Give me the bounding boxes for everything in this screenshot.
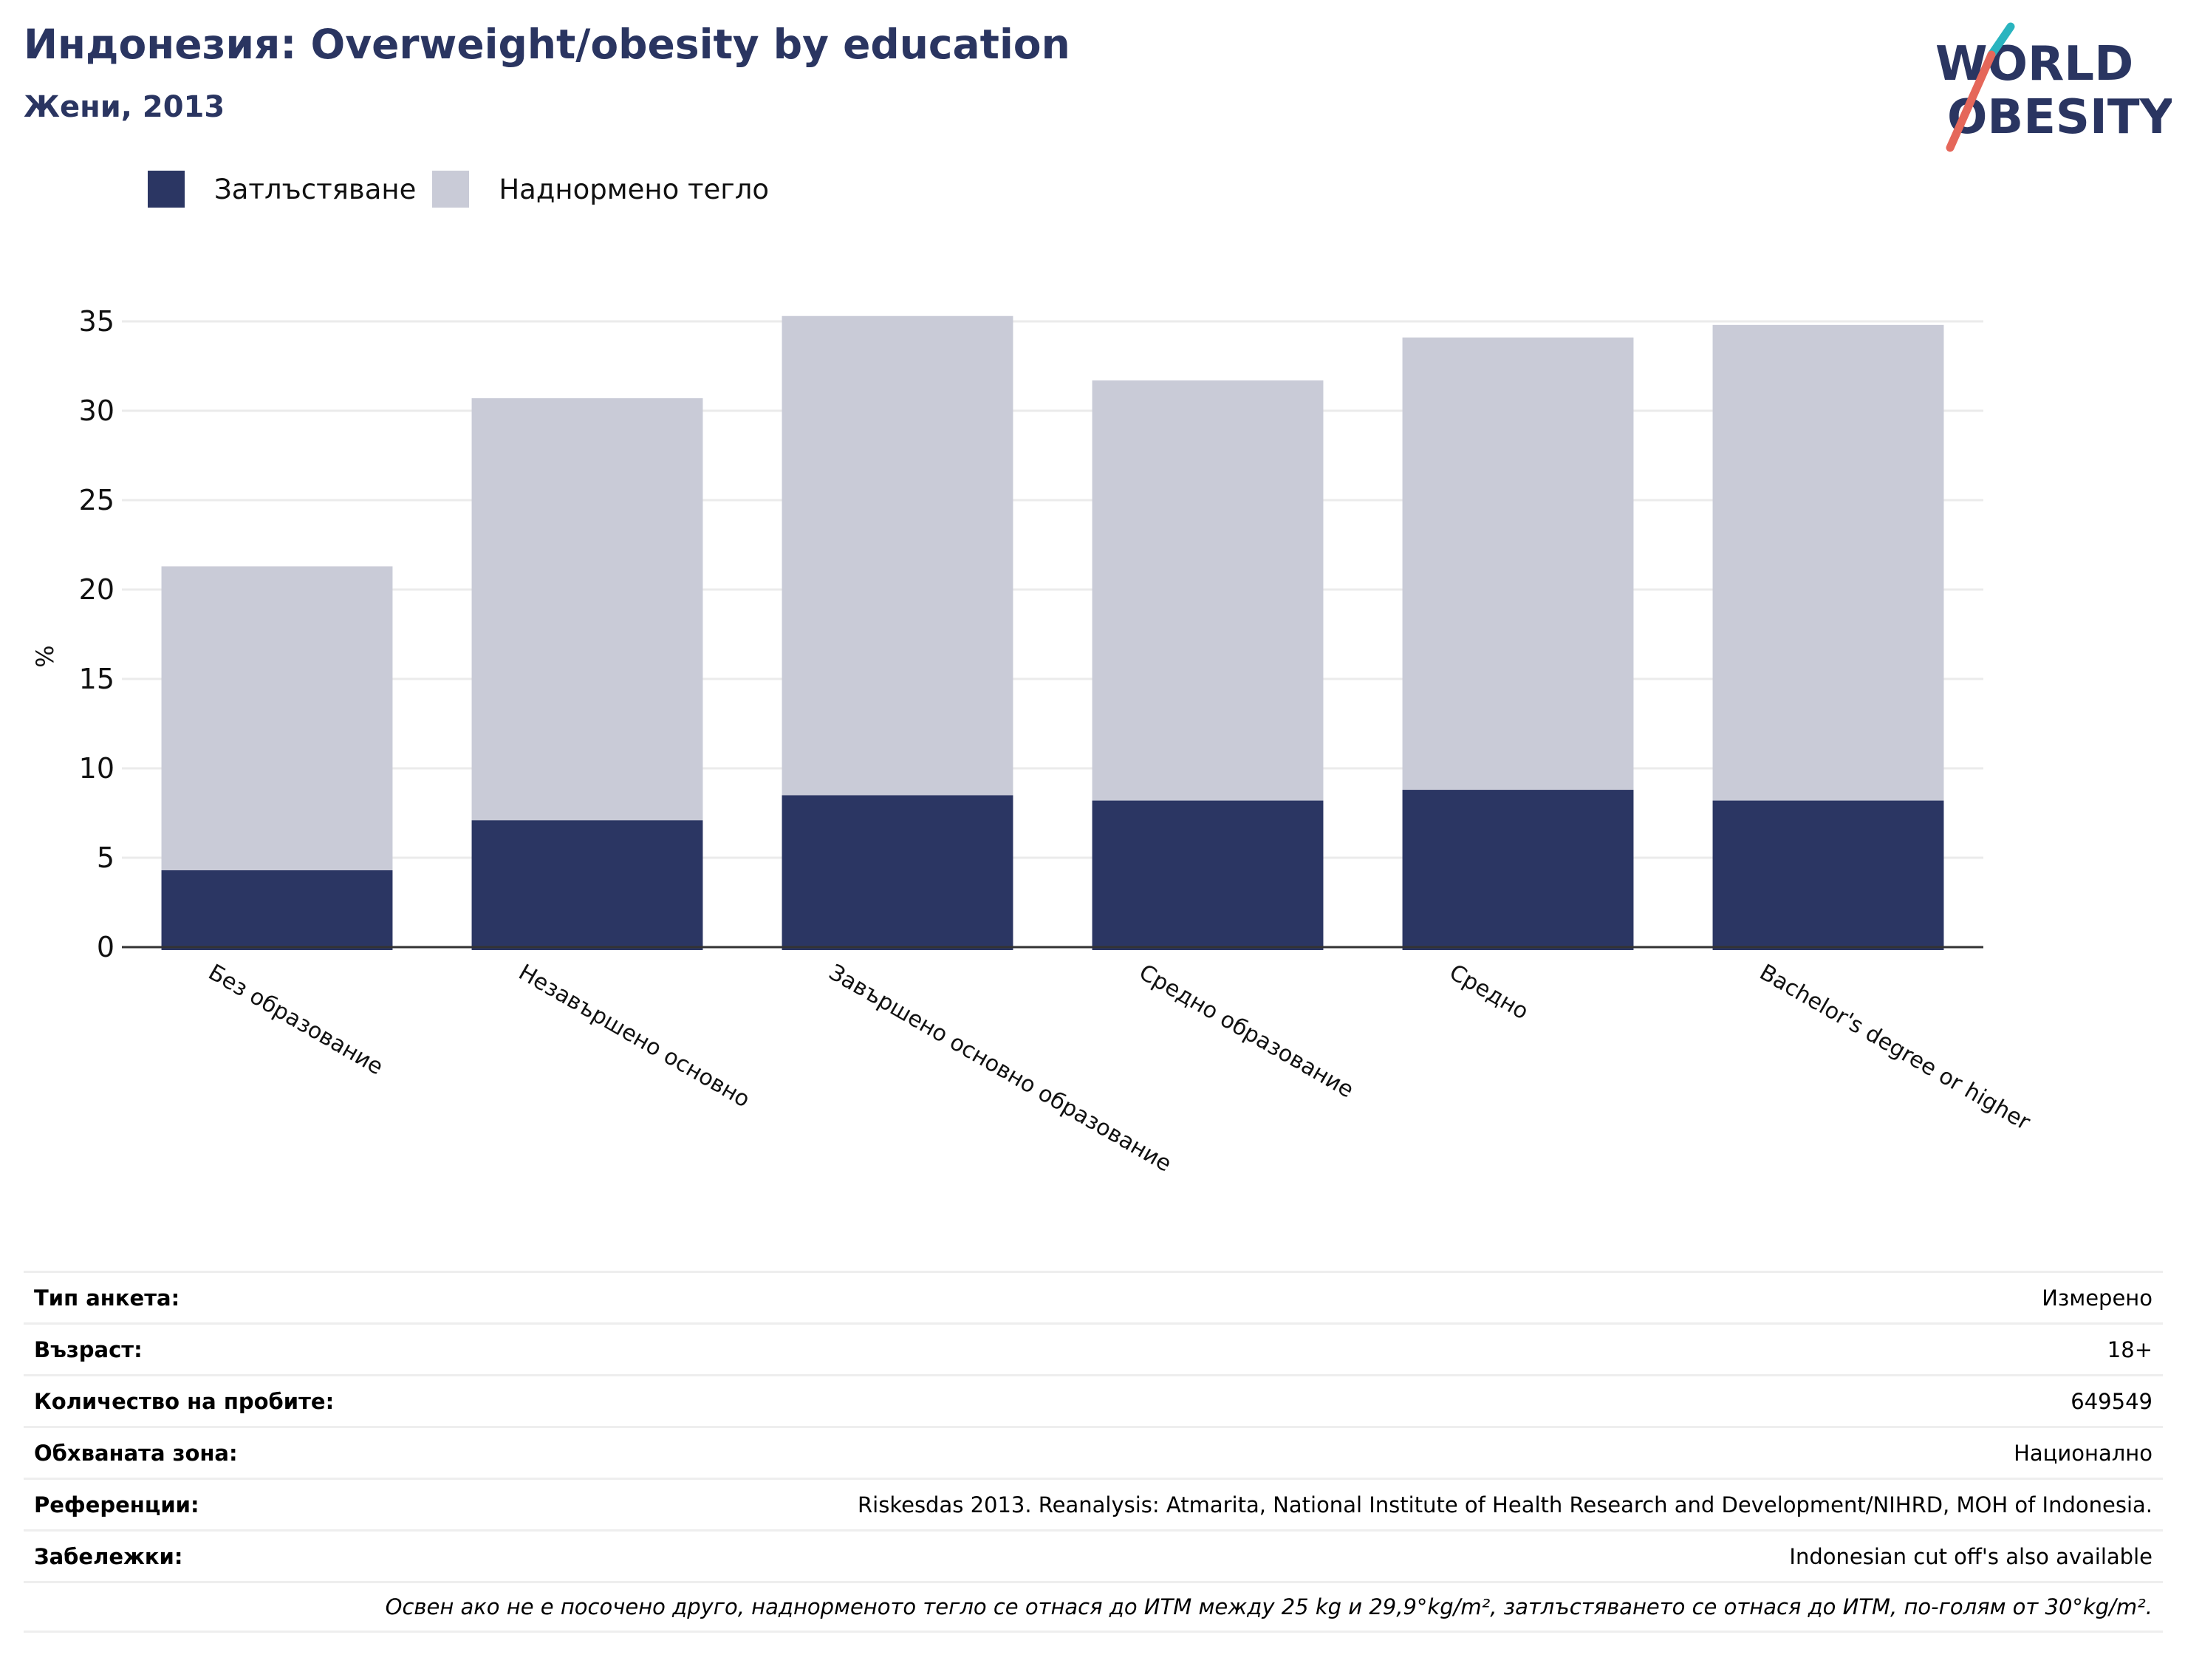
info-label: Възраст:	[34, 1336, 143, 1362]
bar-obesity	[1712, 800, 1944, 950]
bar-overweight	[782, 315, 1013, 796]
bar-obesity	[471, 820, 703, 950]
y-tick-label: 0	[97, 931, 114, 963]
info-label: Количество на пробите:	[34, 1388, 335, 1414]
logo-slash-teal-icon	[1987, 22, 2015, 59]
info-row-definition-note: Освен ако не е посочено друго, наднормен…	[24, 1581, 2163, 1633]
bar-obesity	[1402, 790, 1634, 950]
info-value: Indonesian cut off's also available	[1789, 1543, 2152, 1569]
info-label: Обхваната зона:	[34, 1440, 238, 1466]
world-obesity-logo: WORLD OBESITY	[1935, 22, 2172, 152]
x-tick-label: Средно образование	[1135, 960, 1358, 1104]
y-tick-label: 5	[97, 841, 114, 874]
x-tick-label: Завършено основно образование	[824, 960, 1176, 1178]
info-label: Тип анкета:	[34, 1285, 180, 1311]
x-tick-label: Средно	[1445, 960, 1533, 1025]
y-tick-label: 20	[79, 573, 114, 606]
bar-overweight	[1712, 324, 1944, 801]
info-value: Национално	[2014, 1440, 2152, 1466]
info-row-age: Възраст: 18+	[24, 1322, 2163, 1374]
info-label: Референции:	[34, 1492, 199, 1517]
legend-label-obesity: Затлъстяване	[214, 173, 417, 205]
x-tick-label: Bachelor's degree or higher	[1755, 960, 2035, 1136]
logo-slash-red-icon	[1946, 50, 1996, 152]
info-label: Забележки:	[34, 1543, 183, 1569]
legend-swatch-overweight	[432, 171, 470, 208]
legend-label-overweight: Наднормено тегло	[499, 173, 770, 205]
y-tick-label: 25	[79, 484, 114, 516]
logo-line2: OBESITY	[1947, 90, 2172, 145]
info-row-references: Референции: Riskesdas 2013. Reanalysis: …	[24, 1478, 2163, 1529]
y-tick-label: 15	[79, 663, 114, 695]
chart-title: Индонезия: Overweight/obesity by educati…	[24, 21, 1070, 68]
info-row-survey-type: Тип анкета: Измерено	[24, 1271, 2163, 1322]
legend-swatch-obesity	[148, 171, 185, 208]
bar-obesity	[1092, 800, 1324, 950]
legend-item-overweight[interactable]: Наднормено тегло	[432, 171, 769, 208]
bar-overweight	[1402, 337, 1634, 791]
bar-overweight	[471, 398, 703, 821]
bar-obesity	[782, 795, 1013, 950]
bar-overweight	[161, 566, 393, 870]
info-value: 18+	[2107, 1336, 2152, 1362]
info-value: Измерено	[2042, 1285, 2152, 1311]
definition-note: Освен ако не е посочено друго, наднормен…	[385, 1594, 2152, 1619]
chart-subtitle: Жени, 2013	[24, 90, 225, 124]
y-tick-label: 35	[79, 305, 114, 338]
bar-overweight	[1092, 380, 1324, 801]
info-value: 649549	[2071, 1388, 2152, 1414]
logo-line1: WORLD	[1935, 37, 2133, 92]
y-tick-label: 30	[79, 395, 114, 427]
bar-obesity	[161, 870, 393, 950]
x-tick-label: Без образование	[204, 960, 388, 1081]
y-axis-label: %	[31, 645, 59, 667]
info-row-area: Обхваната зона: Национално	[24, 1426, 2163, 1478]
legend-item-obesity[interactable]: Затлъстяване	[148, 171, 416, 208]
survey-info-table: Тип анкета: Измерено Възраст: 18+ Количе…	[24, 1271, 2163, 1633]
chart-legend: Затлъстяване Наднормено тегло	[148, 168, 785, 210]
info-value: Riskesdas 2013. Reanalysis: Atmarita, Na…	[858, 1492, 2152, 1517]
x-tick-label: Незавършено основно	[514, 960, 754, 1113]
bar-chart: 0 5 10 15 20 25 30 35% Без образование Незавършен…	[31, 305, 2035, 1178]
info-row-notes: Забележки: Indonesian cut off's also ava…	[24, 1529, 2163, 1581]
y-tick-label: 10	[79, 752, 114, 785]
info-row-sample-size: Количество на пробите: 649549	[24, 1374, 2163, 1426]
